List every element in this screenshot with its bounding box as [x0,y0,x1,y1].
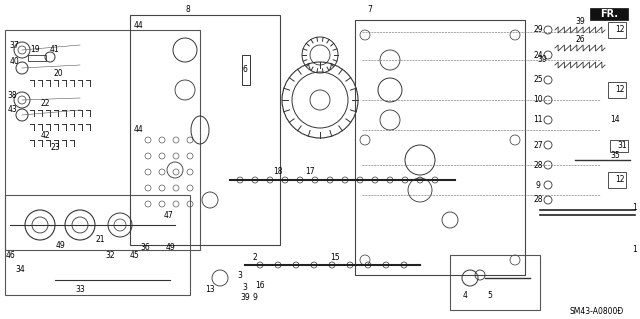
Text: 12: 12 [615,26,625,34]
Text: 13: 13 [205,286,215,294]
Text: 39: 39 [240,293,250,301]
Text: 36: 36 [140,243,150,253]
Text: 10: 10 [533,95,543,105]
Bar [608,172,626,188]
Text: 45: 45 [130,250,140,259]
Text: 11: 11 [533,115,543,124]
Text: 39: 39 [537,56,547,64]
Text: 28: 28 [533,160,543,169]
Text: FR.: FR. [600,9,618,19]
Bar [242,55,250,85]
Text: 31: 31 [617,142,627,151]
Text: 35: 35 [610,151,620,160]
Text: 41: 41 [49,46,59,55]
Text: 22: 22 [40,100,50,108]
Text: 9: 9 [536,181,540,189]
Text: 18: 18 [273,167,283,176]
Text: 26: 26 [575,35,585,44]
Text: 8: 8 [186,5,190,14]
Bar [608,22,626,38]
Text: 33: 33 [75,286,85,294]
Text: 16: 16 [255,280,265,290]
Bar [28,55,46,61]
Bar [590,8,628,20]
Bar [5,195,190,295]
Bar [130,15,280,245]
Text: 4: 4 [463,291,467,300]
Text: 47: 47 [163,211,173,219]
Text: 43: 43 [7,106,17,115]
Text: 49: 49 [165,243,175,253]
Bar [610,140,628,152]
Bar [5,30,200,250]
Text: 3: 3 [243,284,248,293]
Text: 15: 15 [330,254,340,263]
Text: 1: 1 [632,246,637,255]
Text: 32: 32 [105,250,115,259]
Text: 23: 23 [50,144,60,152]
Text: 37: 37 [9,41,19,49]
Text: 1: 1 [632,203,637,211]
Text: 34: 34 [15,265,25,275]
Bar [608,82,626,98]
Text: 44: 44 [133,125,143,135]
Text: 2: 2 [253,254,257,263]
Text: 12: 12 [615,85,625,94]
Text: 42: 42 [40,130,50,139]
Text: 39: 39 [575,18,585,26]
Text: 21: 21 [95,235,105,244]
Text: 19: 19 [30,46,40,55]
Text: 6: 6 [243,65,248,75]
Text: 25: 25 [533,76,543,85]
Text: 38: 38 [7,91,17,100]
Text: 46: 46 [5,250,15,259]
Bar [355,20,525,275]
Text: 3: 3 [237,271,243,279]
Text: 9: 9 [253,293,257,301]
Text: 44: 44 [133,20,143,29]
Text: 40: 40 [9,57,19,66]
Text: 24: 24 [533,50,543,60]
Text: 49: 49 [55,241,65,249]
Text: 29: 29 [533,26,543,34]
Text: 5: 5 [488,291,492,300]
Text: 7: 7 [367,5,372,14]
Text: 14: 14 [610,115,620,124]
Text: 17: 17 [305,167,315,176]
Text: 28: 28 [533,196,543,204]
Text: 27: 27 [533,140,543,150]
Text: SM43-A0800Ð: SM43-A0800Ð [570,308,624,316]
Text: 20: 20 [53,69,63,78]
Text: 12: 12 [615,175,625,184]
Bar [450,255,540,310]
